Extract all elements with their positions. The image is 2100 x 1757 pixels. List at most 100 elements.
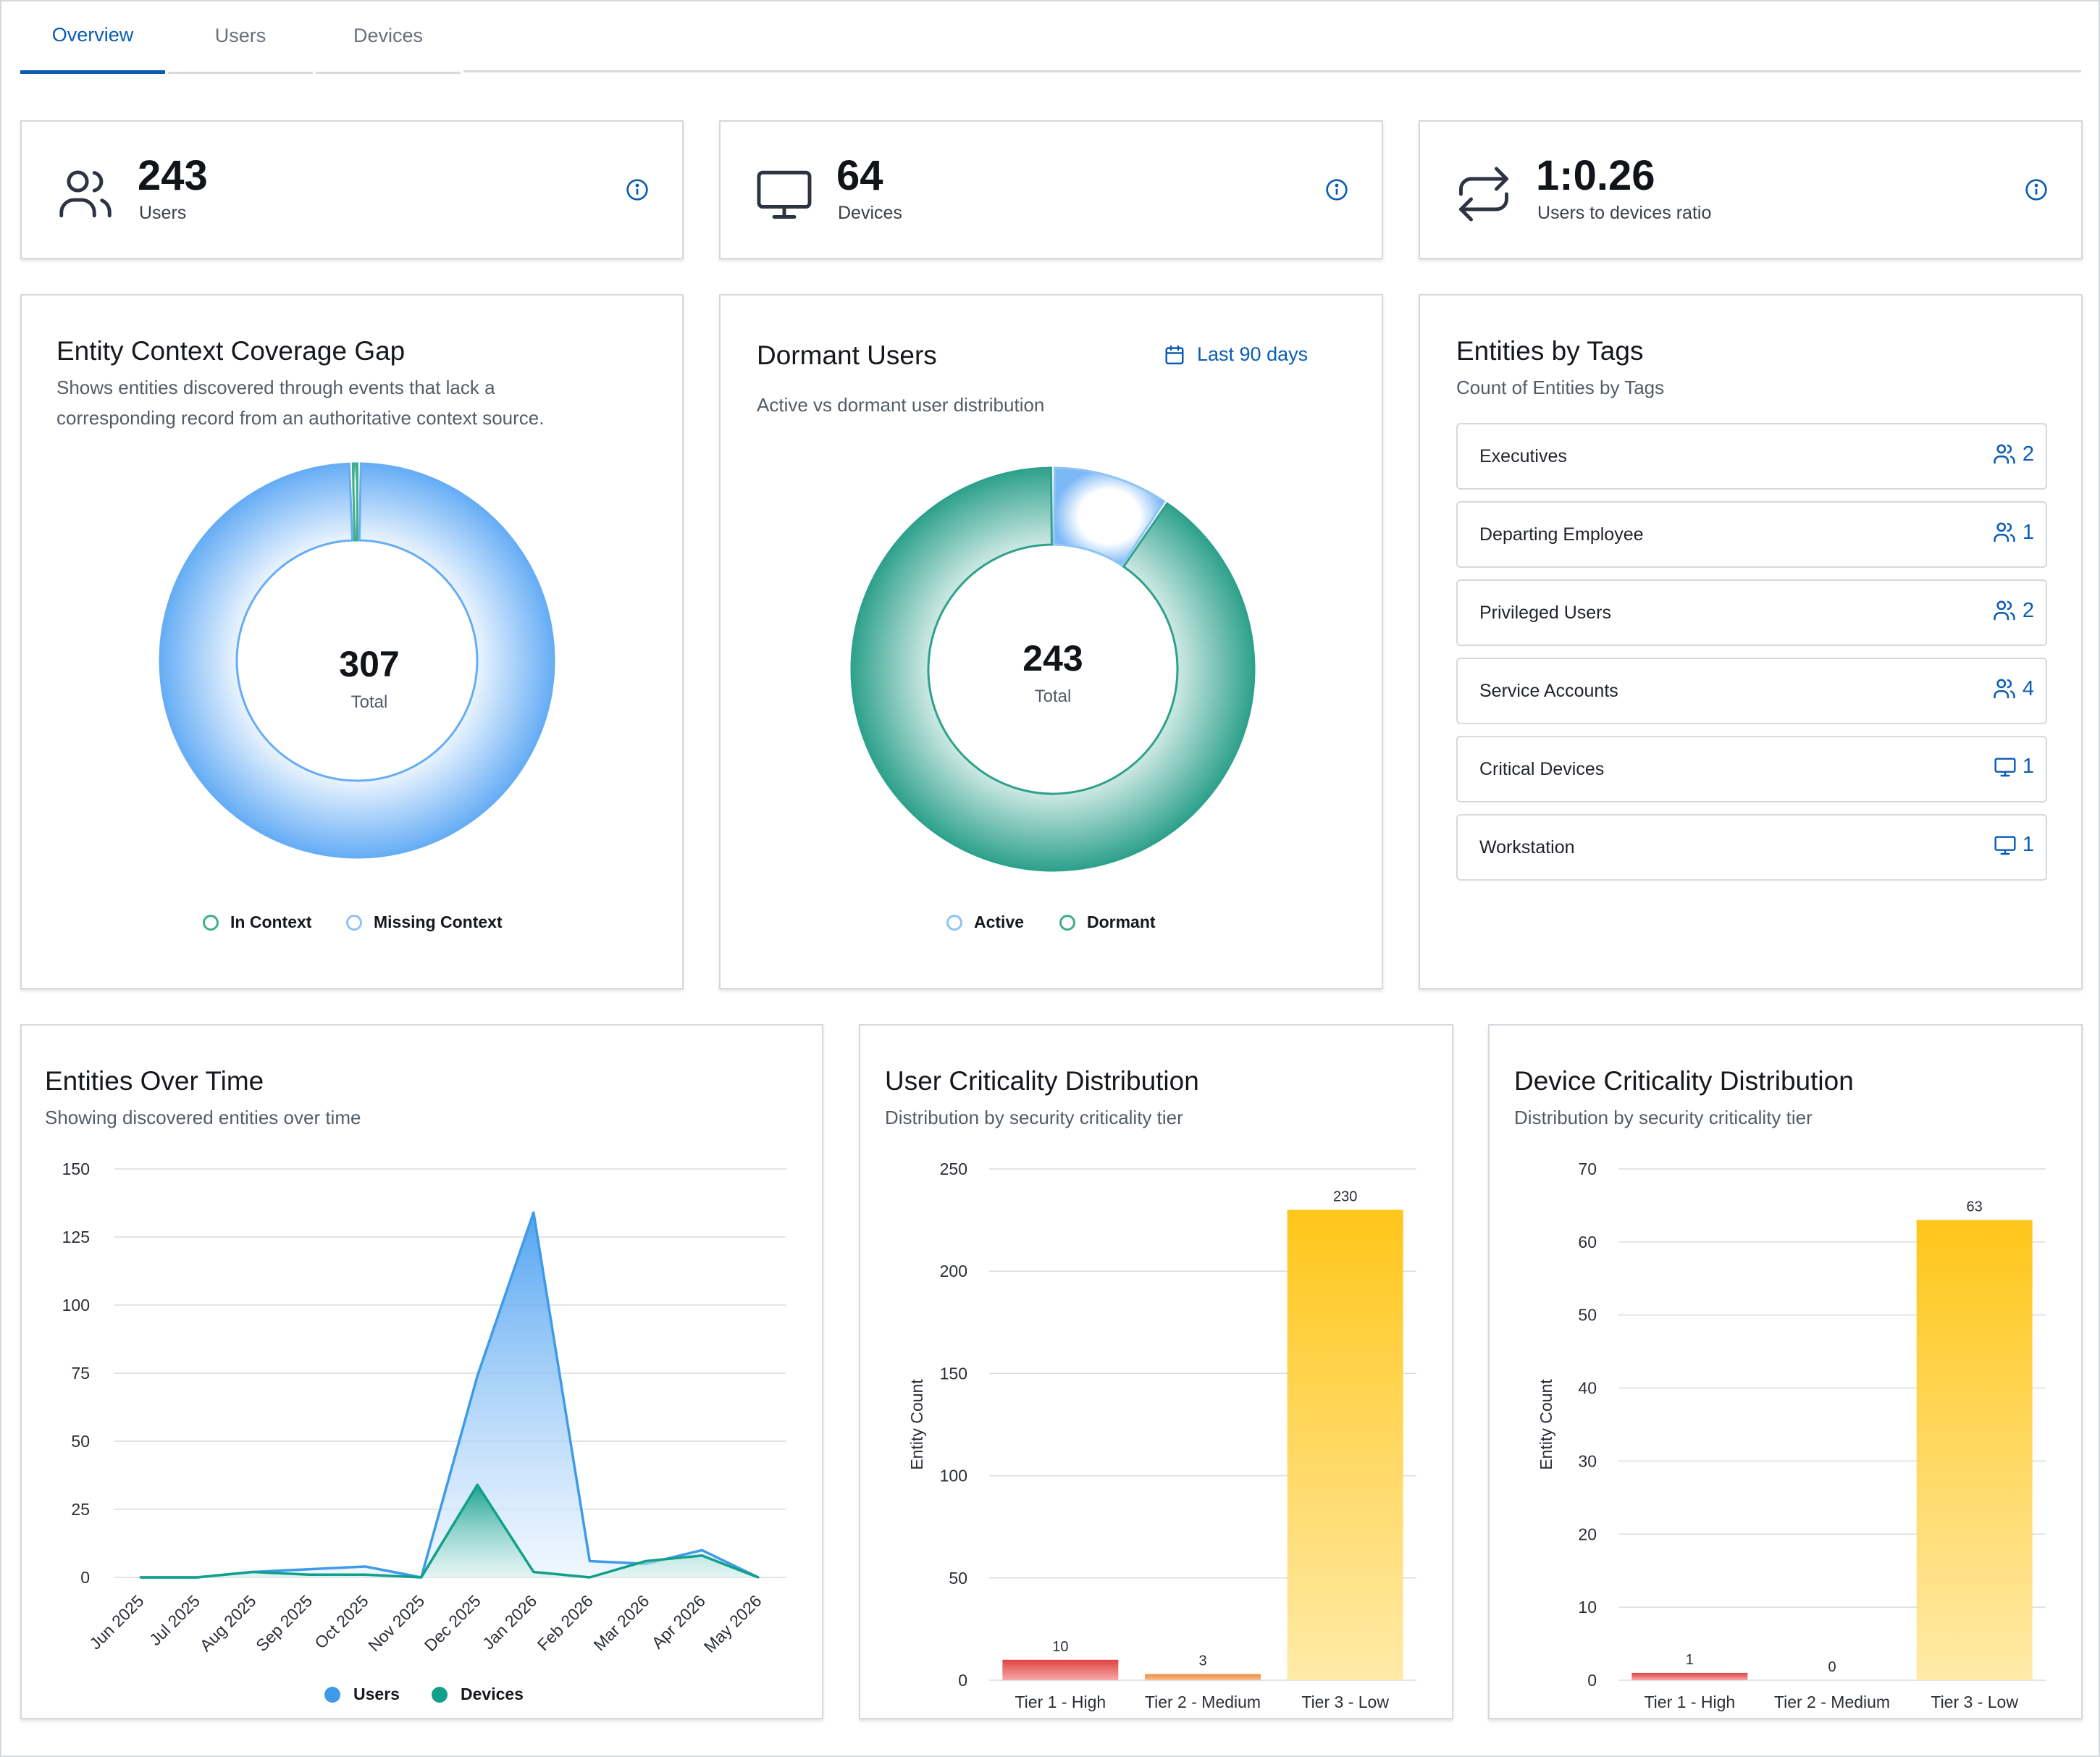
tag-count: 1	[1994, 833, 2034, 857]
tag-row-workstation[interactable]: Workstation 1	[1456, 814, 2047, 881]
users-count: 243	[138, 152, 208, 199]
data-point	[251, 1570, 254, 1573]
data-point	[476, 1375, 479, 1377]
card-title: User Criticality Distribution	[885, 1066, 1199, 1096]
y-tick-label: 100	[62, 1296, 90, 1314]
bar-value-label: 10	[1052, 1639, 1068, 1655]
x-tick-label: May 2026	[700, 1591, 765, 1656]
coverage-total-label: Total	[350, 692, 388, 712]
tag-count-value: 4	[2022, 676, 2034, 700]
date-range-button[interactable]: Last 90 days	[1164, 343, 1308, 366]
x-tick-label: Jan 2026	[479, 1591, 540, 1653]
legend-devices[interactable]: Devices	[432, 1685, 524, 1704]
data-point	[700, 1548, 703, 1551]
users-label: Users	[139, 203, 187, 223]
tag-row-executives[interactable]: Executives 2	[1456, 423, 2047, 490]
legend-missing-context[interactable]: Missing Context	[346, 913, 503, 932]
y-tick-label: 0	[1587, 1671, 1597, 1690]
x-tick-label: Oct 2025	[311, 1591, 371, 1652]
line-devices	[140, 1483, 759, 1579]
users-icon	[1994, 600, 2015, 621]
ratio-value: 1:0.26	[1536, 152, 1655, 199]
card-subtitle: Active vs dormant user distribution	[757, 394, 1045, 416]
users-icon	[1994, 522, 2015, 542]
entities-by-tags-card: Entities by Tags Count of Entities by Ta…	[1419, 294, 2083, 989]
card-title: Device Criticality Distribution	[1514, 1066, 1854, 1096]
info-icon[interactable]	[2025, 178, 2048, 201]
data-point	[308, 1573, 311, 1576]
entities-over-time-card: Entities Over Time Showing discovered en…	[20, 1024, 823, 1719]
card-title: Dormant Users	[757, 340, 937, 370]
dormant-total-label: Total	[1034, 687, 1072, 706]
dormant-users-card: Dormant Users Last 90 days Active vs dor…	[719, 294, 1383, 989]
y-axis-label: Entity Count	[907, 1379, 926, 1470]
bar-2	[1145, 1674, 1261, 1680]
tab-devices[interactable]: Devices	[316, 0, 461, 74]
donut-slice-missing-context	[159, 462, 555, 859]
tag-row-privileged-users[interactable]: Privileged Users 2	[1456, 579, 2047, 646]
coverage-total: 307	[339, 644, 400, 684]
user-criticality-card: User Criticality Distribution Distributi…	[859, 1024, 1453, 1719]
card-title: Entities by Tags	[1456, 336, 1644, 366]
user-criticality-chart: 0 50 100 150 200 250 Entity Count 10 Tier 1 - Hi…	[907, 1160, 1416, 1711]
tag-label: Service Accounts	[1479, 681, 1618, 701]
data-point	[196, 1576, 198, 1579]
tag-label: Critical Devices	[1479, 759, 1605, 779]
bar-value-label: 230	[1333, 1188, 1357, 1204]
tag-row-critical-devices[interactable]: Critical Devices 1	[1456, 736, 2047, 802]
legend-label: Active	[974, 913, 1025, 931]
legend-label: Users	[353, 1685, 400, 1703]
legend-label: In Context	[230, 913, 312, 931]
card-title: Entity Context Coverage Gap	[56, 336, 406, 366]
tag-label: Privileged Users	[1479, 603, 1612, 623]
legend-active[interactable]: Active	[946, 913, 1024, 932]
x-tick-label: Tier 3 - Low	[1931, 1693, 2018, 1711]
data-point	[420, 1576, 423, 1579]
bar-value-label: 3	[1198, 1653, 1206, 1669]
tag-count-value: 1	[2022, 520, 2034, 544]
bar-1	[1631, 1672, 1748, 1680]
card-subtitle: Showing discovered entities over time	[45, 1107, 361, 1128]
x-tick-label: Jul 2025	[146, 1591, 203, 1649]
tab-overview[interactable]: Overview	[20, 0, 165, 74]
donut-slice-active	[1053, 466, 1166, 567]
tab-divider	[463, 70, 2081, 72]
card-subtitle-line-2: corresponding record from an authoritati…	[56, 407, 545, 429]
info-icon[interactable]	[626, 178, 649, 201]
legend-label: Dormant	[1087, 913, 1156, 931]
tab-users[interactable]: Users	[168, 0, 313, 74]
x-tick-label: Tier 3 - Low	[1301, 1693, 1389, 1711]
y-axis-label: Entity Count	[1537, 1379, 1555, 1470]
ratio-label: Users to devices ratio	[1537, 203, 1712, 223]
data-point	[532, 1570, 535, 1573]
legend-label: Missing Context	[374, 913, 503, 931]
tag-count: 2	[1992, 442, 2034, 466]
legend-dormant[interactable]: Dormant	[1059, 913, 1156, 932]
tab-bar: Overview Users Devices	[20, 0, 2081, 74]
x-tick-label: Feb 2026	[534, 1591, 597, 1654]
data-point	[308, 1568, 311, 1571]
tag-row-departing-employee[interactable]: Departing Employee 1	[1456, 501, 2047, 568]
info-icon[interactable]	[1325, 178, 1348, 201]
bar-3	[1916, 1220, 2033, 1680]
data-point	[588, 1576, 591, 1579]
y-tick-label: 30	[1578, 1451, 1597, 1470]
tag-row-service-accounts[interactable]: Service Accounts 4	[1456, 658, 2047, 724]
card-subtitle: Distribution by security criticality tie…	[885, 1107, 1183, 1128]
y-tick-label: 100	[940, 1467, 967, 1485]
users-icon	[59, 170, 112, 218]
y-tick-label: 25	[71, 1500, 90, 1519]
x-tick-label: Nov 2025	[364, 1591, 428, 1655]
area-devices	[140, 1485, 758, 1577]
y-tick-label: 125	[62, 1228, 90, 1246]
y-tick-label: 250	[940, 1160, 967, 1178]
y-tick-label: 50	[1578, 1306, 1597, 1325]
legend-in-context[interactable]: In Context	[203, 913, 311, 932]
data-point	[476, 1483, 479, 1486]
devices-count: 64	[836, 152, 883, 199]
legend-users[interactable]: Users	[324, 1685, 400, 1704]
bar-3	[1287, 1209, 1403, 1680]
x-tick-label: Dec 2025	[421, 1591, 484, 1655]
